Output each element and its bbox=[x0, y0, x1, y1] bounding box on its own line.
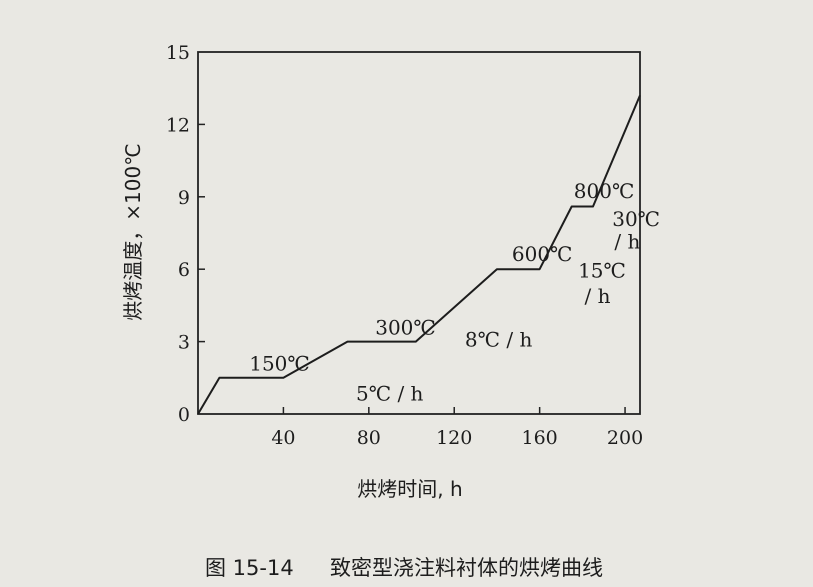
y-tick-label: 12 bbox=[166, 114, 190, 136]
x-tick-label: 40 bbox=[271, 427, 295, 449]
series-line bbox=[197, 95, 641, 415]
annotation-label: 600℃ bbox=[512, 242, 573, 266]
annotation-label: / h bbox=[614, 230, 640, 254]
caption-text: 致密型浇注料衬体的烘烤曲线 bbox=[330, 556, 603, 580]
x-tick-label: 160 bbox=[522, 427, 558, 449]
annotation-label: 800℃ bbox=[574, 179, 635, 203]
y-tick-label: 3 bbox=[178, 332, 190, 354]
y-axis-label: 烘烤温度，×100℃ bbox=[121, 143, 145, 320]
series-layer bbox=[197, 95, 641, 415]
annotation-label: 5℃ / h bbox=[356, 382, 424, 406]
annotation-label: 8℃ / h bbox=[465, 327, 533, 351]
x-tick-label: 80 bbox=[357, 427, 381, 449]
x-axis-label: 烘烤时间, h bbox=[357, 477, 462, 501]
x-tick-label: 120 bbox=[436, 427, 472, 449]
y-tick-label: 0 bbox=[178, 404, 190, 426]
annotation-label: 15℃ bbox=[578, 259, 626, 283]
caption: 图 15-14 致密型浇注料衬体的烘烤曲线 bbox=[205, 556, 603, 580]
y-tick-label: 15 bbox=[166, 42, 190, 64]
annotation-label: / h bbox=[584, 284, 610, 308]
annotation-label: 150℃ bbox=[249, 352, 310, 376]
axis-ticks: 0 3 6 9 12 15 40 80 120 160 200 bbox=[166, 42, 643, 449]
plot-border bbox=[197, 51, 641, 415]
x-tick-label: 200 bbox=[607, 427, 643, 449]
annotation-label: 30℃ bbox=[612, 207, 660, 231]
annotation-label: 300℃ bbox=[375, 315, 436, 339]
plot-frame bbox=[197, 51, 641, 415]
y-tick-label: 9 bbox=[178, 187, 190, 209]
caption-figure-number: 图 15-14 bbox=[205, 556, 294, 580]
y-tick-label: 6 bbox=[178, 259, 190, 281]
